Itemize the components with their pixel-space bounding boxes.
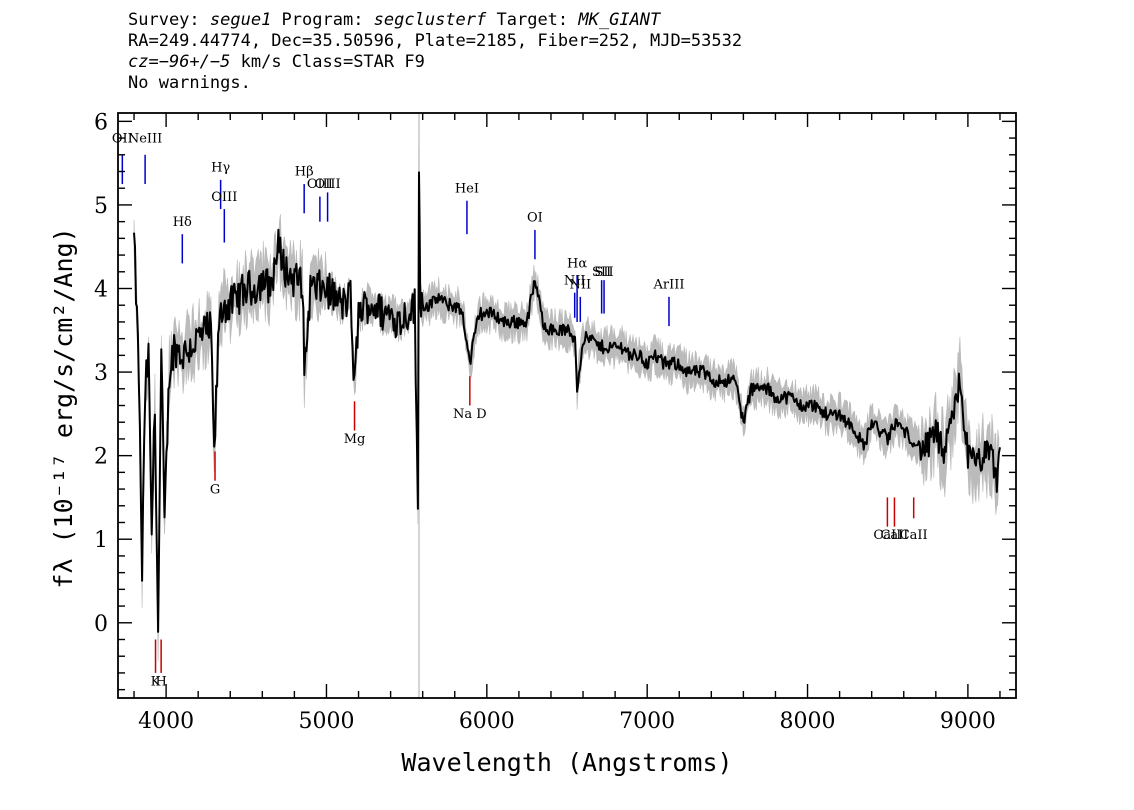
line-label-oiii: OIII xyxy=(307,177,333,192)
x-tick-label: 4000 xyxy=(138,709,194,734)
y-tick-label: 6 xyxy=(94,110,108,135)
line-label-sii: SII xyxy=(592,265,611,280)
line-label-oiii: OIII xyxy=(211,190,237,205)
line-label-na-d: Na D xyxy=(453,407,487,422)
header-line-redshift: cz=−96+/−5 km/s Class=STAR F9 xyxy=(128,52,742,73)
header-line-warnings: No warnings. xyxy=(128,73,251,93)
line-label-k: K xyxy=(151,674,161,689)
line-label-caii: CaII xyxy=(873,528,901,543)
axes-layer: 4000 5000 6000 7000 8000 9000 0 1 2 3 4 5 6 xyxy=(94,110,1017,734)
line-label-sii: SII xyxy=(594,265,613,280)
plot-frame xyxy=(117,112,1017,699)
line-label-ariii: ArIII xyxy=(652,278,684,293)
y-tick-label: 1 xyxy=(94,528,108,553)
line-label-mg: Mg xyxy=(344,432,366,447)
error-band xyxy=(133,147,1000,662)
survey-value: segue1 xyxy=(209,10,272,30)
line-label-hβ: Hβ xyxy=(295,165,314,180)
spectrum-header: Survey: segue1 Program: segclusterf Targ… xyxy=(128,10,742,94)
x-axis-title: Wavelength (Angstroms) xyxy=(401,748,732,777)
line-label-neiii: NeIII xyxy=(128,131,162,146)
target-value: MK_GIANT xyxy=(578,10,661,30)
program-label: Program: xyxy=(271,10,374,30)
line-label-hα: Hα xyxy=(567,257,587,272)
line-label-h: H xyxy=(155,674,166,689)
flux-layer xyxy=(133,171,1001,633)
program-value: segclusterf xyxy=(373,10,487,30)
y-tick-label: 0 xyxy=(94,612,108,637)
line-label-nii: NII xyxy=(564,273,586,288)
line-label-nii: NII xyxy=(569,278,591,293)
x-tick-label: 9000 xyxy=(940,709,996,734)
header-line-coordinates: RA=249.44774, Dec=35.50596, Plate=2185, … xyxy=(128,31,743,51)
cz-value: =−96+/−5 xyxy=(148,52,231,72)
flux-series-line xyxy=(133,171,1001,633)
line-label-caii: CaII xyxy=(880,528,908,543)
line-label-g: G xyxy=(210,482,220,497)
line-label-hγ: Hγ xyxy=(211,161,230,176)
line-label-oi: OI xyxy=(527,211,543,226)
x-tick-label: 6000 xyxy=(459,709,515,734)
y-tick-label: 2 xyxy=(94,445,108,470)
line-label-hei: HeI xyxy=(455,181,479,196)
x-tick-label: 7000 xyxy=(619,709,675,734)
y-axis-title: fλ (10⁻¹⁷ erg/s/cm²/Ang) xyxy=(49,227,78,588)
error-band-layer xyxy=(133,147,1000,662)
header-line-survey: Survey: segue1 Program: segclusterf Targ… xyxy=(128,10,742,31)
survey-label: Survey: xyxy=(128,10,210,30)
line-label-oiii: OIII xyxy=(315,177,341,192)
line-label-caii: CaII xyxy=(900,528,928,543)
y-tick-label: 5 xyxy=(94,194,108,219)
target-label: Target: xyxy=(486,10,579,30)
x-tick-label: 5000 xyxy=(298,709,354,734)
y-tick-label: 4 xyxy=(94,278,108,303)
y-tick-label: 3 xyxy=(94,361,108,386)
cz-label: cz xyxy=(128,52,149,72)
line-label-hδ: Hδ xyxy=(173,215,192,230)
cz-rest: km/s Class=STAR F9 xyxy=(230,52,425,72)
x-tick-label: 8000 xyxy=(780,709,836,734)
